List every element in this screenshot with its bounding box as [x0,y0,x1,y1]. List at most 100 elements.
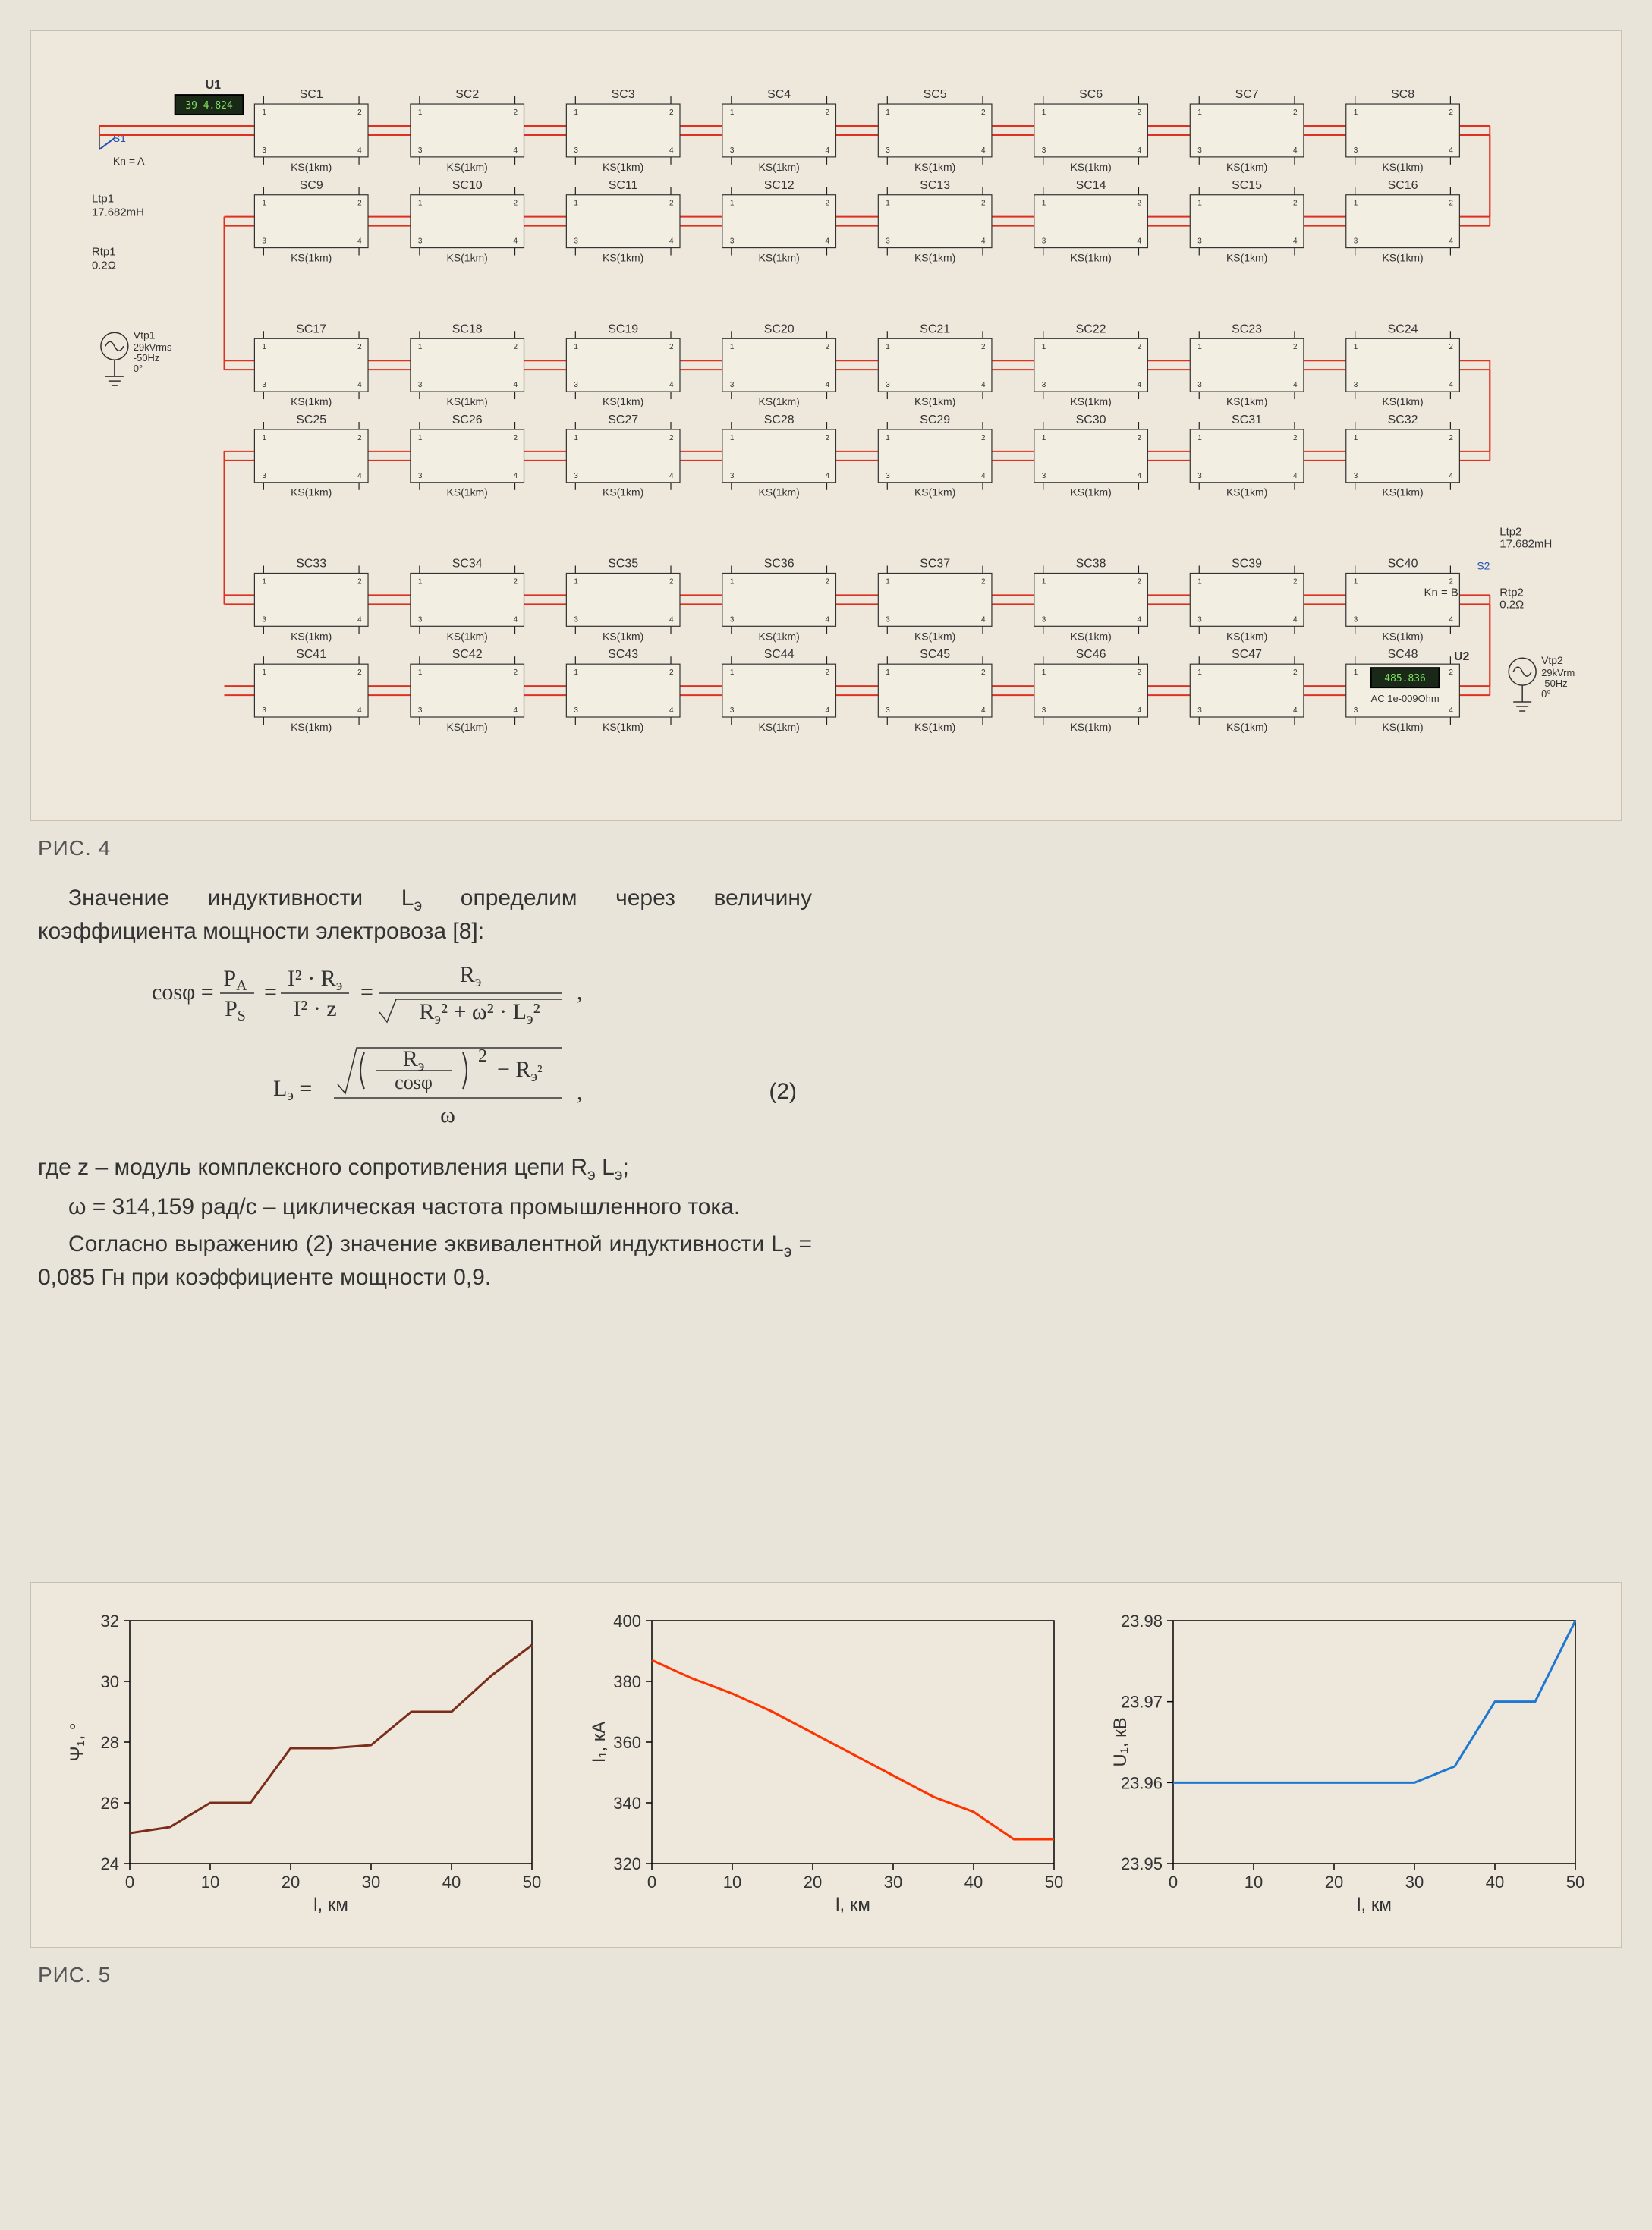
svg-text:4: 4 [669,146,674,155]
svg-text:4: 4 [514,237,518,246]
svg-text:4: 4 [1137,381,1141,389]
svg-text:340: 340 [613,1794,641,1813]
svg-text:KS(1km): KS(1km) [759,161,800,173]
svg-text:l, км: l, км [835,1895,870,1915]
svg-text:KS(1km): KS(1km) [603,161,643,173]
svg-text:KS(1km): KS(1km) [447,395,488,407]
svg-text:0: 0 [125,1873,134,1892]
svg-text:2: 2 [1137,577,1141,586]
svg-text:17.682mH: 17.682mH [1499,538,1552,551]
svg-text:1: 1 [418,668,423,677]
svg-text:2: 2 [669,668,674,677]
svg-text:SC34: SC34 [452,558,483,571]
svg-text:4: 4 [357,237,362,246]
svg-text:2: 2 [357,434,362,442]
svg-text:cosφ: cosφ [395,1071,433,1093]
svg-text:SC39: SC39 [1232,558,1262,571]
svg-text:SC7: SC7 [1235,88,1259,101]
circuit-svg: SC1KS(1km)1324SC2KS(1km)1324SC3KS(1km)13… [77,54,1575,782]
svg-text:4: 4 [514,146,518,155]
svg-text:1: 1 [1197,109,1202,117]
svg-text:U2: U2 [1454,650,1470,663]
svg-text:1: 1 [1354,434,1358,442]
svg-text:1: 1 [262,109,266,117]
svg-text:SC42: SC42 [452,648,483,661]
svg-text:SC31: SC31 [1232,414,1262,426]
svg-text:Ltp2: Ltp2 [1499,526,1521,539]
svg-text:4: 4 [981,615,986,624]
svg-text:SC44: SC44 [764,648,795,661]
svg-text:2: 2 [1293,200,1298,208]
svg-text:4: 4 [826,472,830,480]
svg-text:2: 2 [1137,109,1141,117]
svg-text:2: 2 [1293,343,1298,351]
svg-text:KS(1km): KS(1km) [914,630,955,642]
svg-text:SC2: SC2 [455,88,479,101]
svg-text:KS(1km): KS(1km) [291,252,332,264]
svg-text:4: 4 [826,381,830,389]
svg-text:KS(1km): KS(1km) [1382,252,1423,264]
svg-text:4: 4 [1293,381,1298,389]
svg-text:30: 30 [1405,1873,1424,1892]
svg-text:24: 24 [101,1854,119,1873]
svg-text:SC8: SC8 [1391,88,1414,101]
svg-text:1: 1 [262,343,266,351]
circuit-diagram: SC1KS(1km)1324SC2KS(1km)1324SC3KS(1km)13… [30,30,1622,821]
svg-text:39 4.824: 39 4.824 [185,100,233,112]
svg-text:3: 3 [1042,381,1046,389]
svg-text:1: 1 [886,343,890,351]
svg-text:3: 3 [262,615,266,624]
paragraph-3: Согласно выражению (2) значение эквивале… [38,1229,812,1294]
svg-text:KS(1km): KS(1km) [759,395,800,407]
svg-text:KS(1km): KS(1km) [603,252,643,264]
svg-text:2: 2 [1137,200,1141,208]
svg-text:Rэ² + ω² · Lэ²: Rэ² + ω² · Lэ² [419,999,540,1027]
svg-text:0°: 0° [134,363,143,374]
svg-text:2: 2 [357,109,362,117]
svg-text:SC20: SC20 [764,322,795,335]
svg-text:Ψ₁, °: Ψ₁, ° [67,1722,87,1761]
svg-text:20: 20 [803,1873,821,1892]
svg-text:3: 3 [574,706,578,715]
svg-text:1: 1 [1042,109,1046,117]
svg-text:4: 4 [357,706,362,715]
svg-text:ω: ω [440,1102,455,1128]
svg-text:SC22: SC22 [1076,322,1106,335]
svg-text:4: 4 [514,706,518,715]
svg-text:SC38: SC38 [1076,558,1106,571]
svg-text:3: 3 [886,472,890,480]
svg-text:3: 3 [886,237,890,246]
svg-text:1: 1 [1042,434,1046,442]
svg-text:1: 1 [1354,668,1358,677]
paragraph-2a: где z – модуль комплексного сопротивлени… [38,1153,812,1186]
svg-text:1: 1 [1197,434,1202,442]
svg-text:SC23: SC23 [1232,322,1262,335]
svg-text:4: 4 [514,615,518,624]
svg-text:2: 2 [514,434,518,442]
svg-text:KS(1km): KS(1km) [1070,721,1111,733]
svg-text:3: 3 [730,237,735,246]
svg-text:Lэ =: Lэ = [273,1076,312,1104]
svg-text:SC11: SC11 [609,179,638,192]
svg-text:KS(1km): KS(1km) [1226,630,1267,642]
svg-text:29kVrms: 29kVrms [1541,667,1575,678]
svg-text:-50Hz: -50Hz [1541,678,1568,689]
svg-text:3: 3 [1197,381,1202,389]
svg-text:Vtp1: Vtp1 [134,329,156,341]
svg-text:26: 26 [101,1794,119,1813]
svg-text:1: 1 [1197,577,1202,586]
svg-text:400: 400 [613,1612,641,1631]
svg-text:1: 1 [730,668,735,677]
svg-text:SC33: SC33 [296,558,326,571]
svg-text:SC41: SC41 [296,648,326,661]
fig5-caption: РИС. 5 [38,1963,1622,1987]
svg-text:4: 4 [1293,146,1298,155]
svg-text:SC6: SC6 [1079,88,1103,101]
svg-text:I² · Rэ: I² · Rэ [288,966,343,994]
svg-text:2: 2 [981,668,986,677]
svg-text:2: 2 [826,343,830,351]
svg-text:40: 40 [964,1873,982,1892]
svg-text:KS(1km): KS(1km) [914,721,955,733]
svg-text:28: 28 [101,1733,119,1752]
svg-text:10: 10 [722,1873,741,1892]
